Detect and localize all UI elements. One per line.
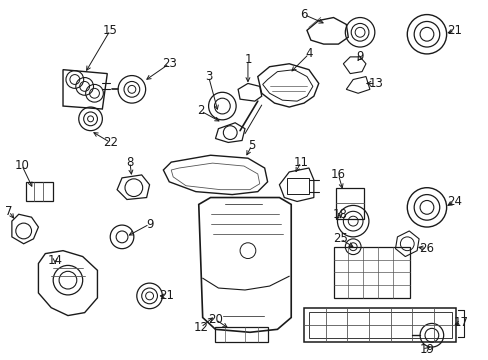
Text: 11: 11 — [293, 156, 308, 168]
Text: 24: 24 — [446, 195, 461, 208]
Text: 19: 19 — [419, 342, 433, 356]
Text: 6: 6 — [300, 8, 307, 21]
Text: 21: 21 — [159, 289, 173, 302]
Bar — [287, 178, 308, 194]
Text: 12: 12 — [193, 321, 208, 334]
Text: 4: 4 — [305, 48, 312, 60]
Text: 18: 18 — [332, 208, 347, 221]
Text: 9: 9 — [356, 50, 363, 63]
Text: 5: 5 — [248, 139, 255, 152]
Text: 2: 2 — [197, 104, 204, 117]
Bar — [333, 247, 409, 298]
Text: 3: 3 — [204, 70, 212, 83]
Bar — [308, 312, 450, 338]
Text: 17: 17 — [453, 316, 468, 329]
Text: 23: 23 — [162, 57, 176, 70]
Text: 14: 14 — [47, 254, 62, 267]
Text: 22: 22 — [102, 136, 118, 149]
Text: 8: 8 — [126, 156, 133, 168]
Text: 1: 1 — [244, 53, 251, 66]
Text: 20: 20 — [207, 313, 223, 326]
Text: 26: 26 — [419, 242, 433, 255]
Bar — [336, 188, 363, 219]
Text: 10: 10 — [14, 158, 29, 172]
Text: 21: 21 — [446, 24, 461, 37]
Text: 7: 7 — [5, 205, 13, 218]
Text: 16: 16 — [330, 168, 345, 181]
Text: 15: 15 — [102, 24, 118, 37]
Text: 13: 13 — [367, 77, 383, 90]
Text: 25: 25 — [332, 232, 347, 246]
Text: 9: 9 — [145, 217, 153, 231]
